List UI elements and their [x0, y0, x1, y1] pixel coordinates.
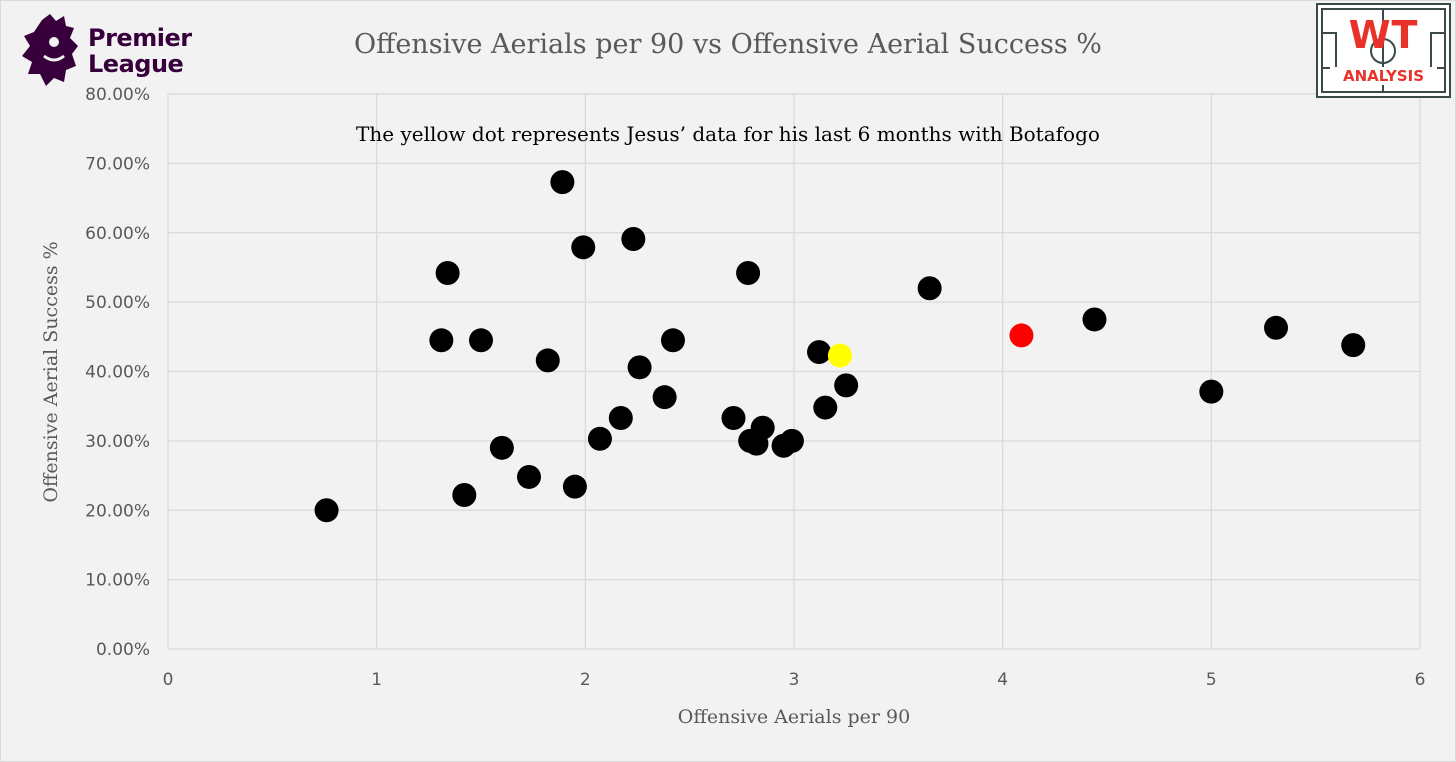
tick-labels: 0.00% 10.00% 20.00% 30.00% 40.00% 50.00% 60.00… — [85, 85, 1425, 690]
premier-league-wordmark: Premier League — [88, 25, 192, 77]
chart-title: Offensive Aerials per 90 vs Offensive Ae… — [354, 29, 1102, 60]
data-point — [1199, 379, 1224, 404]
data-point — [429, 328, 454, 353]
x-tick-label: 0 — [163, 670, 174, 690]
data-point — [1082, 307, 1107, 332]
data-point — [750, 415, 775, 440]
data-point — [807, 340, 832, 365]
x-tick-label: 1 — [371, 670, 382, 690]
x-tick-label: 6 — [1415, 670, 1426, 690]
y-tick-label: 0.00% — [96, 640, 150, 660]
y-tick-label: 80.00% — [85, 85, 150, 105]
y-tick-label: 70.00% — [85, 154, 150, 174]
y-tick-label: 20.00% — [85, 501, 150, 521]
data-point — [627, 355, 652, 380]
y-tick-label: 10.00% — [85, 571, 150, 591]
y-tick-label: 50.00% — [85, 293, 150, 313]
premier-league-line2: League — [88, 50, 184, 78]
data-point — [469, 328, 493, 353]
data-point-highlight-red — [1009, 323, 1034, 348]
lion-crest-icon — [22, 14, 78, 86]
x-tick-label: 3 — [789, 670, 800, 690]
data-point — [452, 482, 477, 507]
data-point — [1341, 333, 1366, 358]
x-tick-label: 4 — [997, 670, 1008, 690]
data-point — [621, 226, 646, 251]
data-point — [608, 405, 633, 430]
wt-analysis-logo: WT ANALYSIS — [1316, 3, 1451, 98]
x-tick-label: 5 — [1206, 670, 1217, 690]
data-point — [917, 276, 942, 301]
data-point — [813, 395, 838, 420]
data-point — [435, 260, 460, 285]
premier-league-logo: Premier League — [20, 12, 200, 90]
data-point — [779, 428, 804, 453]
y-axis-label: Offensive Aerial Success % — [40, 241, 62, 502]
chart-annotation: The yellow dot represents Jesus’ data fo… — [356, 122, 1100, 146]
data-point — [721, 405, 746, 430]
data-point — [489, 435, 514, 460]
data-point-jesus-yellow — [827, 343, 852, 368]
data-point — [834, 373, 859, 398]
data-point — [550, 170, 575, 195]
y-tick-label: 60.00% — [85, 224, 150, 244]
data-point — [314, 498, 339, 523]
data-points — [314, 170, 1366, 523]
y-tick-label: 40.00% — [85, 363, 150, 383]
data-point — [587, 426, 612, 451]
data-point — [535, 348, 560, 373]
data-point — [652, 385, 677, 410]
data-point — [1264, 315, 1289, 340]
data-point — [516, 464, 541, 489]
wt-logo-letters: WT — [1348, 13, 1419, 57]
y-tick-label: 30.00% — [85, 432, 150, 452]
x-axis-label: Offensive Aerials per 90 — [678, 706, 910, 728]
premier-league-line1: Premier — [88, 24, 192, 52]
gridlines — [167, 93, 1421, 650]
x-tick-label: 2 — [580, 670, 591, 690]
data-point — [660, 328, 685, 353]
data-point — [562, 474, 587, 499]
data-point — [736, 260, 761, 285]
wt-logo-analysis: ANALYSIS — [1330, 67, 1437, 85]
data-point — [571, 235, 596, 260]
